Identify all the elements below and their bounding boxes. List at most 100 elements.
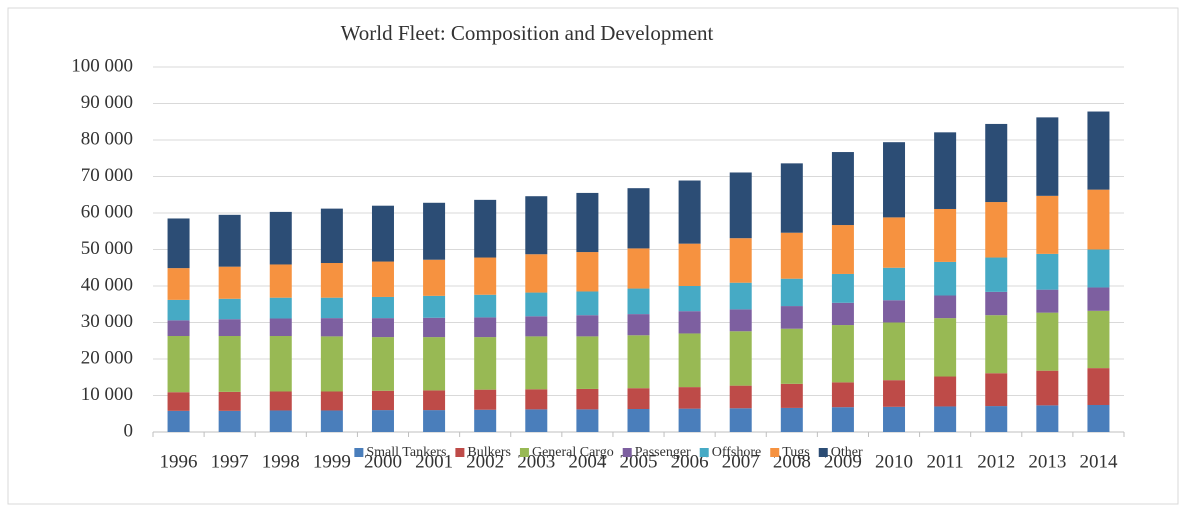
x-tick-label: 1998 <box>262 451 300 472</box>
legend-swatch <box>519 448 529 457</box>
bar-segment <box>218 298 241 320</box>
bar-segment <box>831 273 854 303</box>
bar-segment <box>627 288 650 315</box>
bar-segment <box>525 196 548 255</box>
bar-segment <box>320 336 343 392</box>
bar-segment <box>167 268 190 300</box>
bar-segment <box>371 296 394 319</box>
bar-segment <box>831 382 854 408</box>
bar-segment <box>167 410 190 432</box>
bar-segment <box>423 410 446 432</box>
bar-segment <box>269 391 292 411</box>
bar-segment <box>576 409 599 432</box>
bar-segment <box>934 318 957 377</box>
bar-segment <box>627 409 650 432</box>
bar-segment <box>883 300 906 323</box>
y-tick-label: 20 000 <box>81 347 133 368</box>
bar-segment <box>780 383 803 408</box>
bar-segment <box>729 309 752 332</box>
bar-segment <box>269 297 292 319</box>
bar-segment <box>1087 404 1110 432</box>
bar-segment <box>780 232 803 279</box>
legend-swatch <box>770 448 780 457</box>
x-tick-label: 2009 <box>824 451 862 472</box>
bar-segment <box>525 409 548 432</box>
bar-segment <box>423 295 446 318</box>
bar-segment <box>1036 289 1059 313</box>
bar-segment <box>1036 117 1059 196</box>
bar-segment <box>525 254 548 293</box>
bar-segment <box>525 292 548 317</box>
bar-segment <box>371 410 394 432</box>
bar-segment <box>218 214 241 267</box>
bar-segment <box>780 278 803 307</box>
bar-segment <box>1036 405 1059 432</box>
bar-segment <box>576 388 599 410</box>
bar-segment <box>576 336 599 389</box>
legend-swatch <box>455 448 465 457</box>
x-tick-label: 2013 <box>1028 451 1066 472</box>
bar-segment <box>831 325 854 383</box>
bar-segment <box>269 336 292 392</box>
bar-segment <box>985 123 1008 203</box>
bar-segment <box>371 337 394 391</box>
bar-segment <box>218 410 241 432</box>
bar-segment <box>883 217 906 268</box>
bar-segment <box>1087 310 1110 369</box>
bar-segment <box>269 211 292 265</box>
y-tick-label: 40 000 <box>81 274 133 295</box>
bar-segment <box>269 264 292 298</box>
bar-segment <box>934 132 957 209</box>
bar-segment <box>423 259 446 296</box>
bar-segment <box>883 142 906 218</box>
bar-segment <box>780 328 803 384</box>
x-tick-label: 2004 <box>568 451 607 472</box>
y-tick-label: 100 000 <box>71 55 133 76</box>
bar-segment <box>934 208 957 262</box>
bar-segment <box>320 318 343 337</box>
y-tick-label: 90 000 <box>81 92 133 113</box>
bar-segment <box>218 391 241 411</box>
bar-segment <box>320 263 343 298</box>
bar-segment <box>1087 368 1110 405</box>
x-tick-label: 2011 <box>926 451 963 472</box>
bar-segment <box>423 390 446 411</box>
bar-segment <box>678 333 701 388</box>
x-tick-label: 2006 <box>671 451 709 472</box>
bar-segment <box>1036 195 1059 254</box>
bar-segment <box>678 180 701 244</box>
bar-segment <box>371 318 394 338</box>
bar-segment <box>474 317 497 338</box>
bar-segment <box>729 331 752 386</box>
bar-segment <box>985 373 1008 407</box>
bar-segment <box>576 291 599 316</box>
bar-segment <box>320 208 343 264</box>
bar-segment <box>474 294 497 318</box>
bar-segment <box>423 317 446 338</box>
bar-segment <box>883 267 906 301</box>
bar-segment <box>474 257 497 295</box>
bar-segment <box>576 315 599 337</box>
bar-segment <box>269 318 292 337</box>
x-tick-label: 2000 <box>364 451 402 472</box>
bar-segment <box>474 337 497 390</box>
bar-segment <box>371 261 394 297</box>
bar-segment <box>627 188 650 249</box>
bar-segment <box>934 295 957 319</box>
legend-label: Passenger <box>635 445 691 460</box>
bar-segment <box>831 407 854 432</box>
x-tick-label: 1999 <box>313 451 351 472</box>
bar-segment <box>167 218 190 269</box>
y-tick-label: 0 <box>124 420 134 441</box>
bar-segment <box>678 408 701 432</box>
y-tick-label: 10 000 <box>81 384 133 405</box>
bar-segment <box>831 225 854 274</box>
bar-segment <box>474 199 497 258</box>
bar-segment <box>474 389 497 410</box>
y-tick-label: 50 000 <box>81 238 133 259</box>
bar-segment <box>627 314 650 336</box>
bar-segment <box>985 257 1008 292</box>
bar-segment <box>269 410 292 432</box>
bar-segment <box>576 192 599 253</box>
